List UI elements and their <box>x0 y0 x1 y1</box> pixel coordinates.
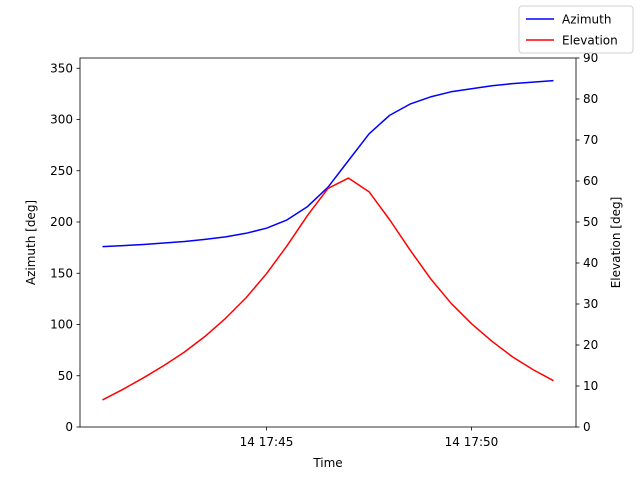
series-line-elevation <box>102 177 554 401</box>
legend-label-azimuth: Azimuth <box>562 13 611 27</box>
y-right-tick-label: 10 <box>583 379 598 393</box>
y-right-axis-label: Elevation [deg] <box>609 197 623 289</box>
axes: 0 50 100 150 200 250 300 350 0 10 20 30 40 50 60 70 80 90… <box>24 51 623 470</box>
y-right-tick-label: 40 <box>583 256 598 270</box>
legend: Azimuth Elevation <box>518 5 634 54</box>
y-right-tick-label: 20 <box>583 338 598 352</box>
y-right-tick-label: 60 <box>583 174 598 188</box>
plot-frame <box>79 57 577 428</box>
y-left-tick-label: 50 <box>58 369 73 383</box>
y-left-tick-label: 250 <box>50 164 73 178</box>
legend-box <box>518 5 634 54</box>
y-left-tick-label: 150 <box>50 266 73 280</box>
y-left-tick-label: 100 <box>50 318 73 332</box>
legend-label-elevation: Elevation <box>562 34 618 48</box>
y-left-tick-label: 200 <box>50 215 73 229</box>
y-left-tick-label: 0 <box>65 420 73 434</box>
y-right-tick-label: 80 <box>583 92 598 106</box>
y-right-tick-label: 70 <box>583 133 598 147</box>
series-line-azimuth <box>102 79 554 248</box>
y-left-tick-label: 350 <box>50 61 73 75</box>
x-tick-label: 14 17:50 <box>445 435 499 449</box>
y-right-tick-label: 90 <box>583 51 598 65</box>
y-right-tick-label: 30 <box>583 297 598 311</box>
y-right-tick-label: 50 <box>583 215 598 229</box>
x-tick-label: 14 17:45 <box>240 435 294 449</box>
y-left-tick-label: 300 <box>50 113 73 127</box>
y-right-tick-label: 0 <box>583 420 591 434</box>
x-axis-label: Time <box>312 456 342 470</box>
y-left-axis-label: Azimuth [deg] <box>24 200 38 285</box>
plot-area <box>102 79 554 401</box>
